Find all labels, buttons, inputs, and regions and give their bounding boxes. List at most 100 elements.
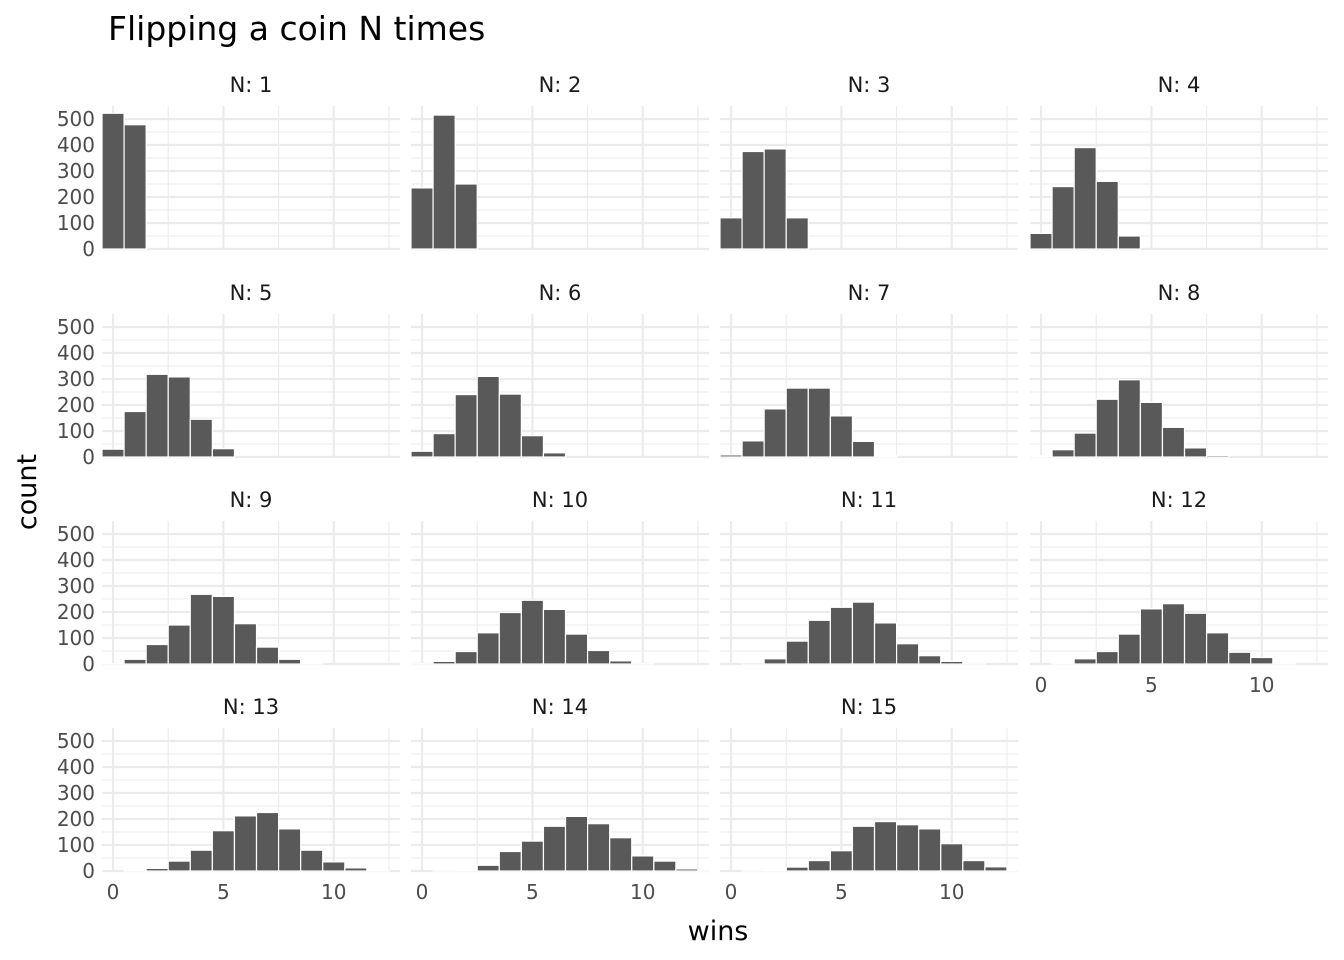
histogram-bar	[211, 595, 236, 665]
y-tick-label: 400	[57, 548, 95, 572]
histogram-bar	[189, 418, 213, 458]
histogram-bar	[1183, 612, 1208, 665]
y-tick-label: 200	[57, 600, 95, 624]
histogram-bar	[586, 823, 611, 872]
facet-panel: N: 15 0 5 10	[720, 695, 1030, 904]
y-tick-label: 0	[82, 859, 95, 883]
histogram-bar	[454, 183, 478, 250]
histogram-bar	[432, 114, 456, 250]
histogram-bar	[851, 601, 876, 665]
histogram-bar	[895, 824, 920, 872]
y-tick-label: 200	[57, 185, 95, 209]
facet-label: N: 5	[230, 281, 273, 305]
histogram-bar	[895, 643, 920, 665]
facet-panel: N: 11	[720, 488, 1018, 666]
y-tick-label: 400	[57, 133, 95, 157]
histogram-bar	[1051, 662, 1075, 665]
y-tick-label: 400	[57, 755, 95, 779]
facet-label: N: 1	[230, 73, 273, 97]
histogram-bar	[410, 450, 434, 458]
histogram-bar	[211, 830, 236, 872]
x-tick-label: 0	[107, 880, 120, 904]
histogram-bar	[1029, 455, 1053, 458]
histogram-bar	[1029, 232, 1053, 250]
y-tick-label: 300	[57, 781, 95, 805]
histogram-bar	[631, 855, 655, 872]
histogram-bar	[1117, 235, 1141, 250]
histogram-bar	[101, 662, 125, 665]
facet-label: N: 7	[848, 281, 891, 305]
facet-panel: N: 12 0 5 10	[1030, 488, 1328, 697]
histogram-bar	[851, 825, 876, 872]
histogram-bar	[873, 455, 898, 458]
histogram-bar	[1205, 632, 1230, 665]
histogram-bar	[1183, 447, 1208, 458]
histogram-bar	[741, 150, 765, 250]
y-tick-label: 500	[57, 315, 95, 339]
histogram-bar	[344, 867, 368, 872]
histogram-bar	[564, 633, 589, 665]
histogram-bar	[1272, 662, 1296, 665]
histogram-bar	[653, 860, 677, 872]
histogram-bar	[1117, 379, 1141, 458]
histogram-bar	[984, 866, 1008, 872]
histogram-bar	[211, 448, 236, 458]
histogram-bar	[498, 611, 522, 665]
histogram-bar	[145, 867, 169, 872]
histogram-bar	[1073, 432, 1097, 458]
facet-label: N: 6	[539, 281, 582, 305]
histogram-bar	[145, 373, 169, 458]
histogram-bar	[498, 393, 522, 458]
histogram-bar	[233, 623, 258, 665]
histogram-bar	[609, 660, 633, 665]
histogram-bar	[1250, 656, 1274, 665]
histogram-bar	[940, 660, 964, 665]
histogram-bar	[542, 452, 567, 458]
histogram-bar	[542, 608, 567, 665]
histogram-bar	[1051, 186, 1075, 250]
histogram-bar	[145, 643, 169, 665]
histogram-bar	[1228, 651, 1252, 665]
histogram-bar	[719, 454, 743, 458]
x-tick-label: 10	[321, 880, 346, 904]
y-tick-label: 100	[57, 626, 95, 650]
histogram-bar	[807, 859, 831, 872]
histogram-bar	[454, 394, 478, 458]
facet-panel: N: 4	[1029, 73, 1328, 251]
y-tick-label: 400	[57, 341, 95, 365]
y-tick-label: 0	[82, 445, 95, 469]
histogram-bar	[476, 864, 500, 872]
histogram-bar	[785, 217, 809, 250]
histogram-bar	[763, 408, 787, 458]
histogram-bar	[1073, 147, 1097, 250]
histogram-bar	[1161, 603, 1186, 665]
facet-label: N: 3	[848, 73, 891, 97]
histogram-bar	[255, 646, 280, 665]
histogram-bar	[410, 187, 434, 250]
y-tick-label: 300	[57, 367, 95, 391]
histogram-bar	[476, 375, 500, 458]
histogram-bar	[101, 112, 125, 250]
histogram-bar	[1006, 869, 1030, 872]
x-tick-label: 5	[217, 880, 230, 904]
histogram-bar	[123, 410, 147, 458]
facet-label: N: 14	[532, 695, 588, 719]
histogram-bar	[918, 828, 942, 872]
histogram-bar	[167, 624, 191, 665]
histogram-bar	[123, 869, 147, 872]
x-tick-label: 0	[416, 880, 429, 904]
facet-panel: N: 6	[410, 281, 709, 459]
histogram-bar	[564, 815, 589, 872]
histogram-bar	[873, 622, 898, 665]
histogram-bar	[167, 376, 191, 458]
histogram-bar	[189, 593, 213, 665]
histogram-bar	[300, 662, 324, 665]
histogram-bar	[432, 433, 456, 458]
y-tick-label: 300	[57, 574, 95, 598]
facet-panel: N: 3	[719, 73, 1018, 251]
